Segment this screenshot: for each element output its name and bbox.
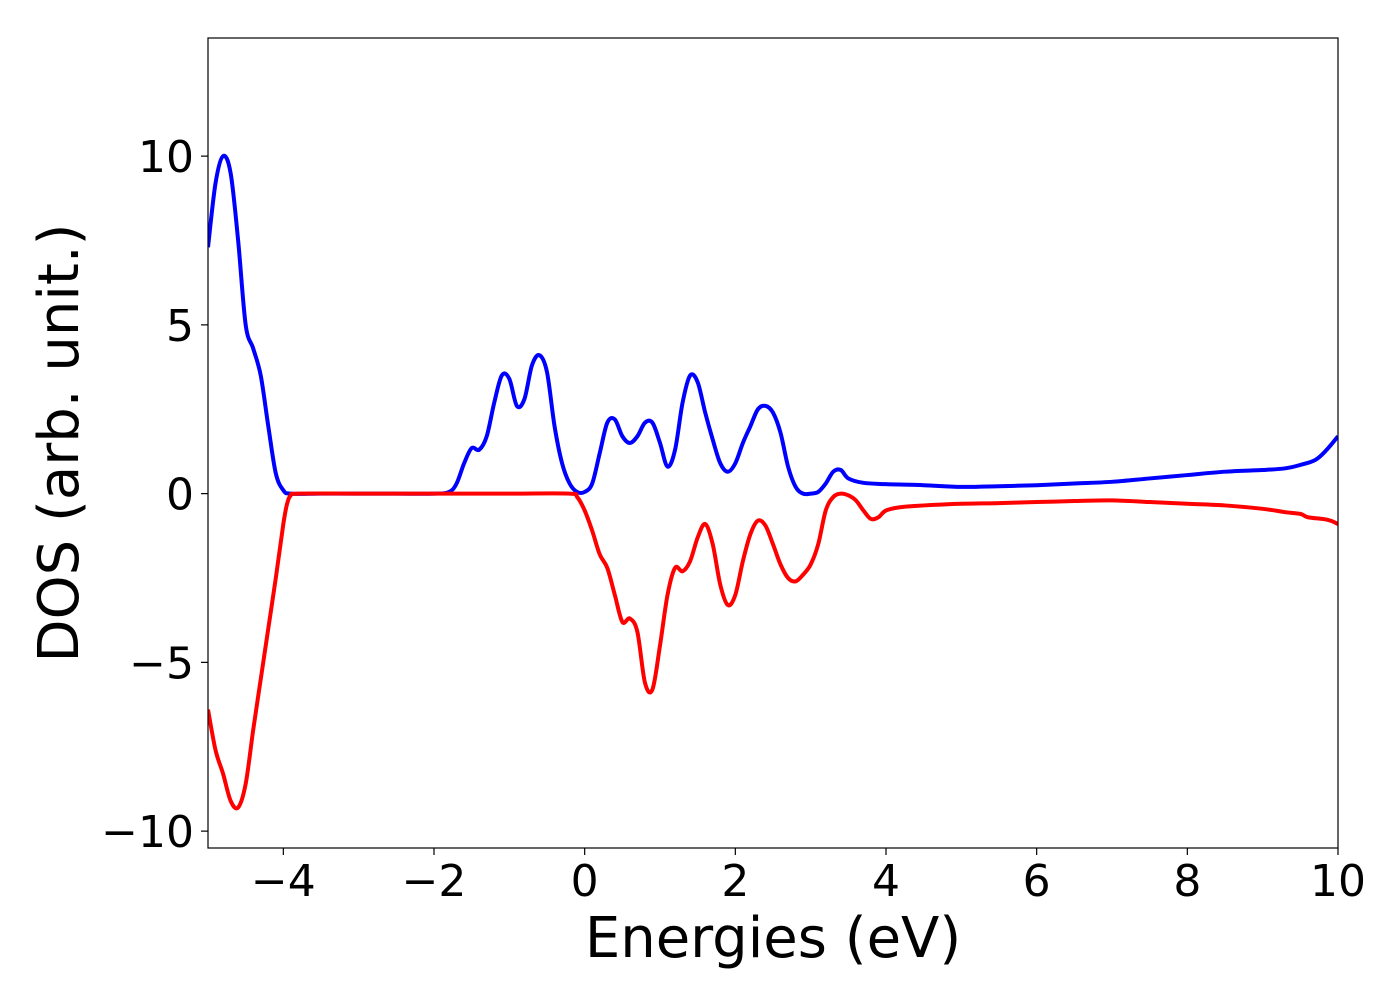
y-tick-label: 10 — [138, 132, 194, 183]
axes-frame — [207, 37, 1339, 849]
x-axis-label: Energies (eV) — [585, 906, 961, 971]
x-tick-label: 4 — [872, 856, 900, 907]
series-line-2 — [208, 491, 1338, 811]
x-tick-label: −2 — [402, 856, 467, 907]
y-tick-label: 5 — [166, 301, 194, 352]
x-tick-label: 10 — [1310, 856, 1366, 907]
plot-area — [208, 153, 1338, 811]
x-tick-label: 0 — [571, 856, 599, 907]
x-axis: −4 −2 0 2 4 6 8 10 — [251, 848, 1366, 907]
series-line-1 — [208, 153, 1338, 497]
y-axis-label: DOS (arb. unit.) — [27, 223, 92, 662]
y-axis: −10 −5 0 5 10 — [101, 132, 208, 858]
x-tick-label: −4 — [251, 856, 316, 907]
x-tick-label: 6 — [1023, 856, 1051, 907]
x-tick-label: 2 — [721, 856, 749, 907]
x-tick-label: 8 — [1173, 856, 1201, 907]
y-tick-label: 0 — [166, 470, 194, 521]
y-tick-label: −5 — [129, 638, 194, 689]
y-tick-label: −10 — [101, 807, 194, 858]
